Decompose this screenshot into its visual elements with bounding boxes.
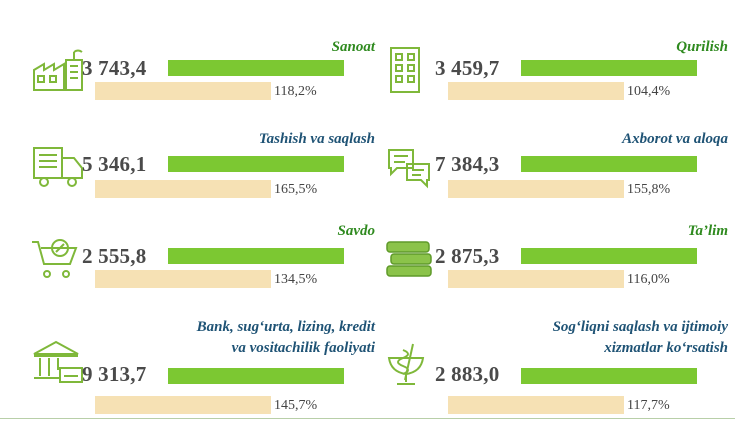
factory-icon: [30, 46, 86, 94]
value-bar: [168, 248, 344, 264]
growth-bar: [448, 396, 624, 414]
growth-percent: 118,2%: [274, 84, 317, 99]
truck-icon: [30, 142, 86, 190]
cart-icon: [30, 234, 86, 282]
growth-bar: [95, 270, 271, 288]
title-line-1: Sog‘liqni saqlash va ijtimoiy: [552, 319, 728, 335]
card-savdo: Savdo 2 555,8 134,5%: [30, 222, 375, 312]
title: Qurilish: [676, 39, 728, 55]
divider: [0, 418, 735, 419]
value: 9 313,7: [82, 362, 147, 386]
growth-percent: 117,7%: [627, 398, 670, 413]
growth-percent: 104,4%: [627, 84, 671, 99]
growth-bar: [448, 270, 624, 288]
value-bar: [168, 368, 344, 384]
value-bar: [168, 60, 344, 76]
card-talim: Ta’lim 2 875,3 116,0%: [383, 222, 728, 312]
growth-percent: 145,7%: [274, 398, 318, 413]
card-qurilish: Qurilish 3 459,7 104,4%: [383, 38, 728, 128]
value-bar: [521, 60, 697, 76]
value: 2 555,8: [82, 244, 147, 268]
value-bar: [521, 248, 697, 264]
growth-bar: [448, 180, 624, 198]
value-bar: [168, 156, 344, 172]
value: 3 459,7: [435, 56, 500, 80]
chat-icon: [383, 142, 439, 190]
card-sanoat: Sanoat 3 743,4 118,2%: [30, 38, 375, 128]
value: 2 883,0: [435, 362, 500, 386]
value: 7 384,3: [435, 152, 500, 176]
title: Savdo: [337, 223, 376, 239]
title-line-2: va vositachilik faoliyati: [231, 340, 375, 356]
value-bar: [521, 368, 697, 384]
value: 3 743,4: [82, 56, 147, 80]
growth-percent: 134,5%: [274, 272, 318, 287]
growth-percent: 155,8%: [627, 182, 671, 197]
title: Sanoat: [331, 39, 375, 55]
growth-percent: 165,5%: [274, 182, 318, 197]
growth-percent: 116,0%: [627, 272, 670, 287]
card-bank: Bank, sug‘urta, lizing, kredit va vosita…: [30, 318, 375, 418]
value-bar: [521, 156, 697, 172]
growth-bar: [95, 396, 271, 414]
title: Ta’lim: [687, 223, 728, 239]
title: Axborot va aloqa: [622, 131, 728, 147]
growth-bar: [95, 180, 271, 198]
medical-icon: [383, 340, 439, 388]
card-sogliqni: Sog‘liqni saqlash va ijtimoiy xizmatlar …: [383, 318, 728, 418]
growth-bar: [95, 82, 271, 100]
title-line-2: xizmatlar ko‘rsatish: [604, 340, 728, 356]
bank-icon: [30, 340, 86, 388]
growth-bar: [448, 82, 624, 100]
card-tashish: Tashish va saqlash 5 346,1 165,5%: [30, 130, 375, 220]
title-line-1: Bank, sug‘urta, lizing, kredit: [196, 319, 375, 335]
value: 5 346,1: [82, 152, 147, 176]
card-axborot: Axborot va aloqa 7 384,3 155,8%: [383, 130, 728, 220]
value: 2 875,3: [435, 244, 500, 268]
books-icon: [383, 234, 439, 282]
title: Tashish va saqlash: [258, 131, 375, 147]
building-icon: [383, 46, 439, 94]
